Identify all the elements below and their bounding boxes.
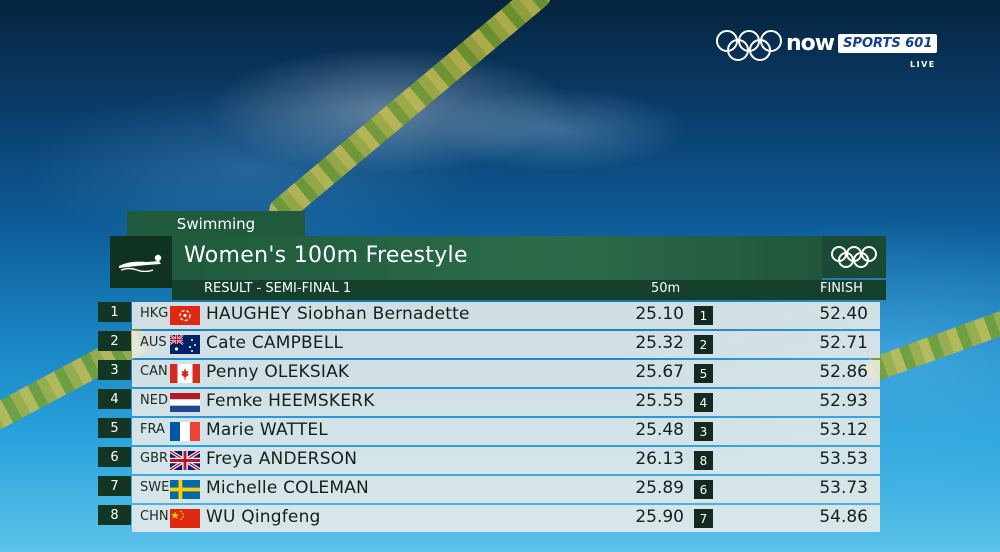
result-bar: [132, 476, 880, 503]
finish-time: 52.86: [819, 362, 868, 382]
broadcaster-logo: now SPORTS 601: [786, 30, 938, 56]
finish-column-header: FINISH: [820, 281, 863, 296]
hkg-flag-icon: [170, 306, 200, 325]
result-row: 2 AUS Cate CAMPBELL 25.32 2 52.71: [98, 331, 882, 358]
result-bar: [132, 331, 880, 358]
olympic-rings-logo: [716, 30, 782, 61]
country-code: CAN: [140, 364, 168, 379]
split-time: 26.13: [635, 449, 684, 469]
can-flag-icon: [170, 364, 200, 383]
split-rank-badge: 6: [694, 480, 713, 499]
country-code: FRA: [140, 422, 165, 437]
rank-badge: 2: [98, 331, 131, 351]
result-bar: [132, 360, 880, 387]
result-bar: [132, 302, 880, 329]
result-bar: [132, 418, 880, 445]
result-row: 3 CAN Penny OLEKSIAK 25.67 5 52.86: [98, 360, 882, 387]
event-title: Women's 100m Freestyle: [184, 243, 468, 268]
athlete-name: Cate CAMPBELL: [206, 333, 344, 353]
finish-time: 52.93: [819, 391, 868, 411]
result-bar: [132, 505, 880, 532]
finish-time: 52.71: [819, 333, 868, 353]
split-rank-badge: 8: [694, 451, 713, 470]
finish-time: 53.53: [819, 449, 868, 469]
olympic-rings-icon: [822, 236, 886, 278]
athlete-name: HAUGHEY Siobhan Bernadette: [206, 304, 470, 324]
split-time: 25.67: [635, 362, 684, 382]
gbr-flag-icon: [170, 451, 200, 470]
chn-flag-icon: [170, 509, 200, 528]
rank-badge: 1: [98, 302, 131, 322]
finish-time: 53.12: [819, 420, 868, 440]
country-code: GBR: [140, 451, 169, 466]
split-time: 25.48: [635, 420, 684, 440]
rank-badge: 5: [98, 418, 131, 438]
rank-badge: 8: [98, 505, 131, 525]
live-indicator: LIVE: [910, 60, 936, 69]
country-code: NED: [140, 393, 168, 408]
result-bar: [132, 389, 880, 416]
split-time: 25.89: [635, 478, 684, 498]
finish-time: 54.86: [819, 507, 868, 527]
result-bar: [132, 447, 880, 474]
stage-label: RESULT - SEMI-FINAL 1: [204, 281, 352, 296]
country-code: HKG: [140, 306, 169, 321]
athlete-name: WU Qingfeng: [206, 507, 321, 527]
split-time: 25.55: [635, 391, 684, 411]
brand-word: now: [786, 30, 835, 56]
split-time: 25.90: [635, 507, 684, 527]
result-row: 6 GBR Freya ANDERSON 26.13 8 53.53: [98, 447, 882, 474]
athlete-name: Michelle COLEMAN: [206, 478, 369, 498]
rank-badge: 4: [98, 389, 131, 409]
sport-label: Swimming: [127, 211, 305, 236]
split-time: 25.32: [635, 333, 684, 353]
country-code: CHN: [140, 509, 169, 524]
result-row: 8 CHN WU Qingfeng 25.90 7 54.86: [98, 505, 882, 532]
ned-flag-icon: [170, 393, 200, 412]
swe-flag-icon: [170, 480, 200, 499]
country-code: SWE: [140, 480, 170, 495]
split-rank-badge: 4: [694, 393, 713, 412]
channel-badge: SPORTS 601: [838, 33, 938, 53]
country-code: AUS: [140, 335, 167, 350]
split-time: 25.10: [635, 304, 684, 324]
split-rank-badge: 5: [694, 364, 713, 383]
finish-time: 52.40: [819, 304, 868, 324]
athlete-name: Freya ANDERSON: [206, 449, 358, 469]
event-header: [172, 236, 822, 280]
result-row: 7 SWE Michelle COLEMAN 25.89 6 53.73: [98, 476, 882, 503]
split-rank-badge: 1: [694, 306, 713, 325]
result-row: 1 HKG HAUGHEY Siobhan Bernadette 25.10 1 52.4…: [98, 302, 882, 329]
split-rank-badge: 3: [694, 422, 713, 441]
rank-badge: 6: [98, 447, 131, 467]
fra-flag-icon: [170, 422, 200, 441]
rank-badge: 7: [98, 476, 131, 496]
result-row: 5 FRA Marie WATTEL 25.48 3 53.12: [98, 418, 882, 445]
rank-badge: 3: [98, 360, 131, 380]
split-column-header: 50m: [651, 281, 681, 296]
athlete-name: Femke HEEMSKERK: [206, 391, 375, 411]
results-subheader: [172, 280, 886, 300]
finish-time: 53.73: [819, 478, 868, 498]
result-row: 4 NED Femke HEEMSKERK 25.55 4 52.93: [98, 389, 882, 416]
split-rank-badge: 2: [694, 335, 713, 354]
athlete-name: Marie WATTEL: [206, 420, 328, 440]
athlete-name: Penny OLEKSIAK: [206, 362, 350, 382]
swimmer-icon: [110, 236, 172, 288]
aus-flag-icon: [170, 335, 200, 354]
split-rank-badge: 7: [694, 509, 713, 528]
